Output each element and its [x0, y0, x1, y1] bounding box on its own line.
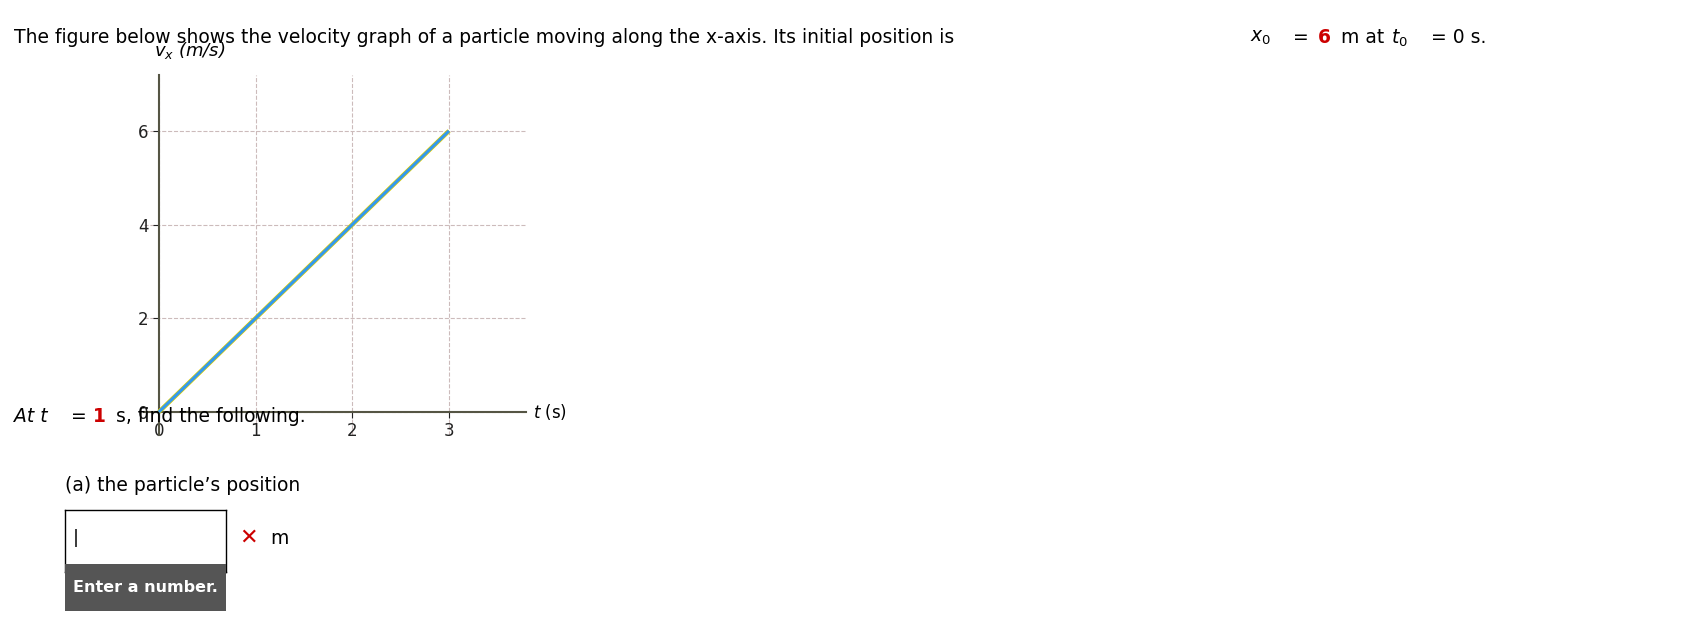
Text: 6: 6 — [1318, 28, 1331, 47]
Text: (a) the particle’s position: (a) the particle’s position — [65, 476, 301, 495]
Text: = 0 s.: = 0 s. — [1425, 28, 1486, 47]
Text: =: = — [65, 407, 92, 427]
Text: s, find the following.: s, find the following. — [110, 407, 306, 427]
Text: $v_x$ (m/s): $v_x$ (m/s) — [155, 40, 226, 60]
Text: ✕: ✕ — [239, 528, 258, 548]
Text: $x_0$: $x_0$ — [1250, 28, 1270, 47]
Text: m at: m at — [1335, 28, 1391, 47]
Text: $t_0$: $t_0$ — [1391, 28, 1408, 49]
Text: At t: At t — [14, 407, 48, 427]
Text: m: m — [270, 529, 289, 547]
Text: $t$ (s): $t$ (s) — [533, 402, 567, 422]
Text: Enter a number.: Enter a number. — [73, 580, 217, 595]
Text: |: | — [73, 529, 78, 547]
Text: The figure below shows the velocity graph of a particle moving along the x-axis.: The figure below shows the velocity grap… — [14, 28, 959, 47]
Text: 1: 1 — [93, 407, 107, 427]
Text: =: = — [1287, 28, 1314, 47]
